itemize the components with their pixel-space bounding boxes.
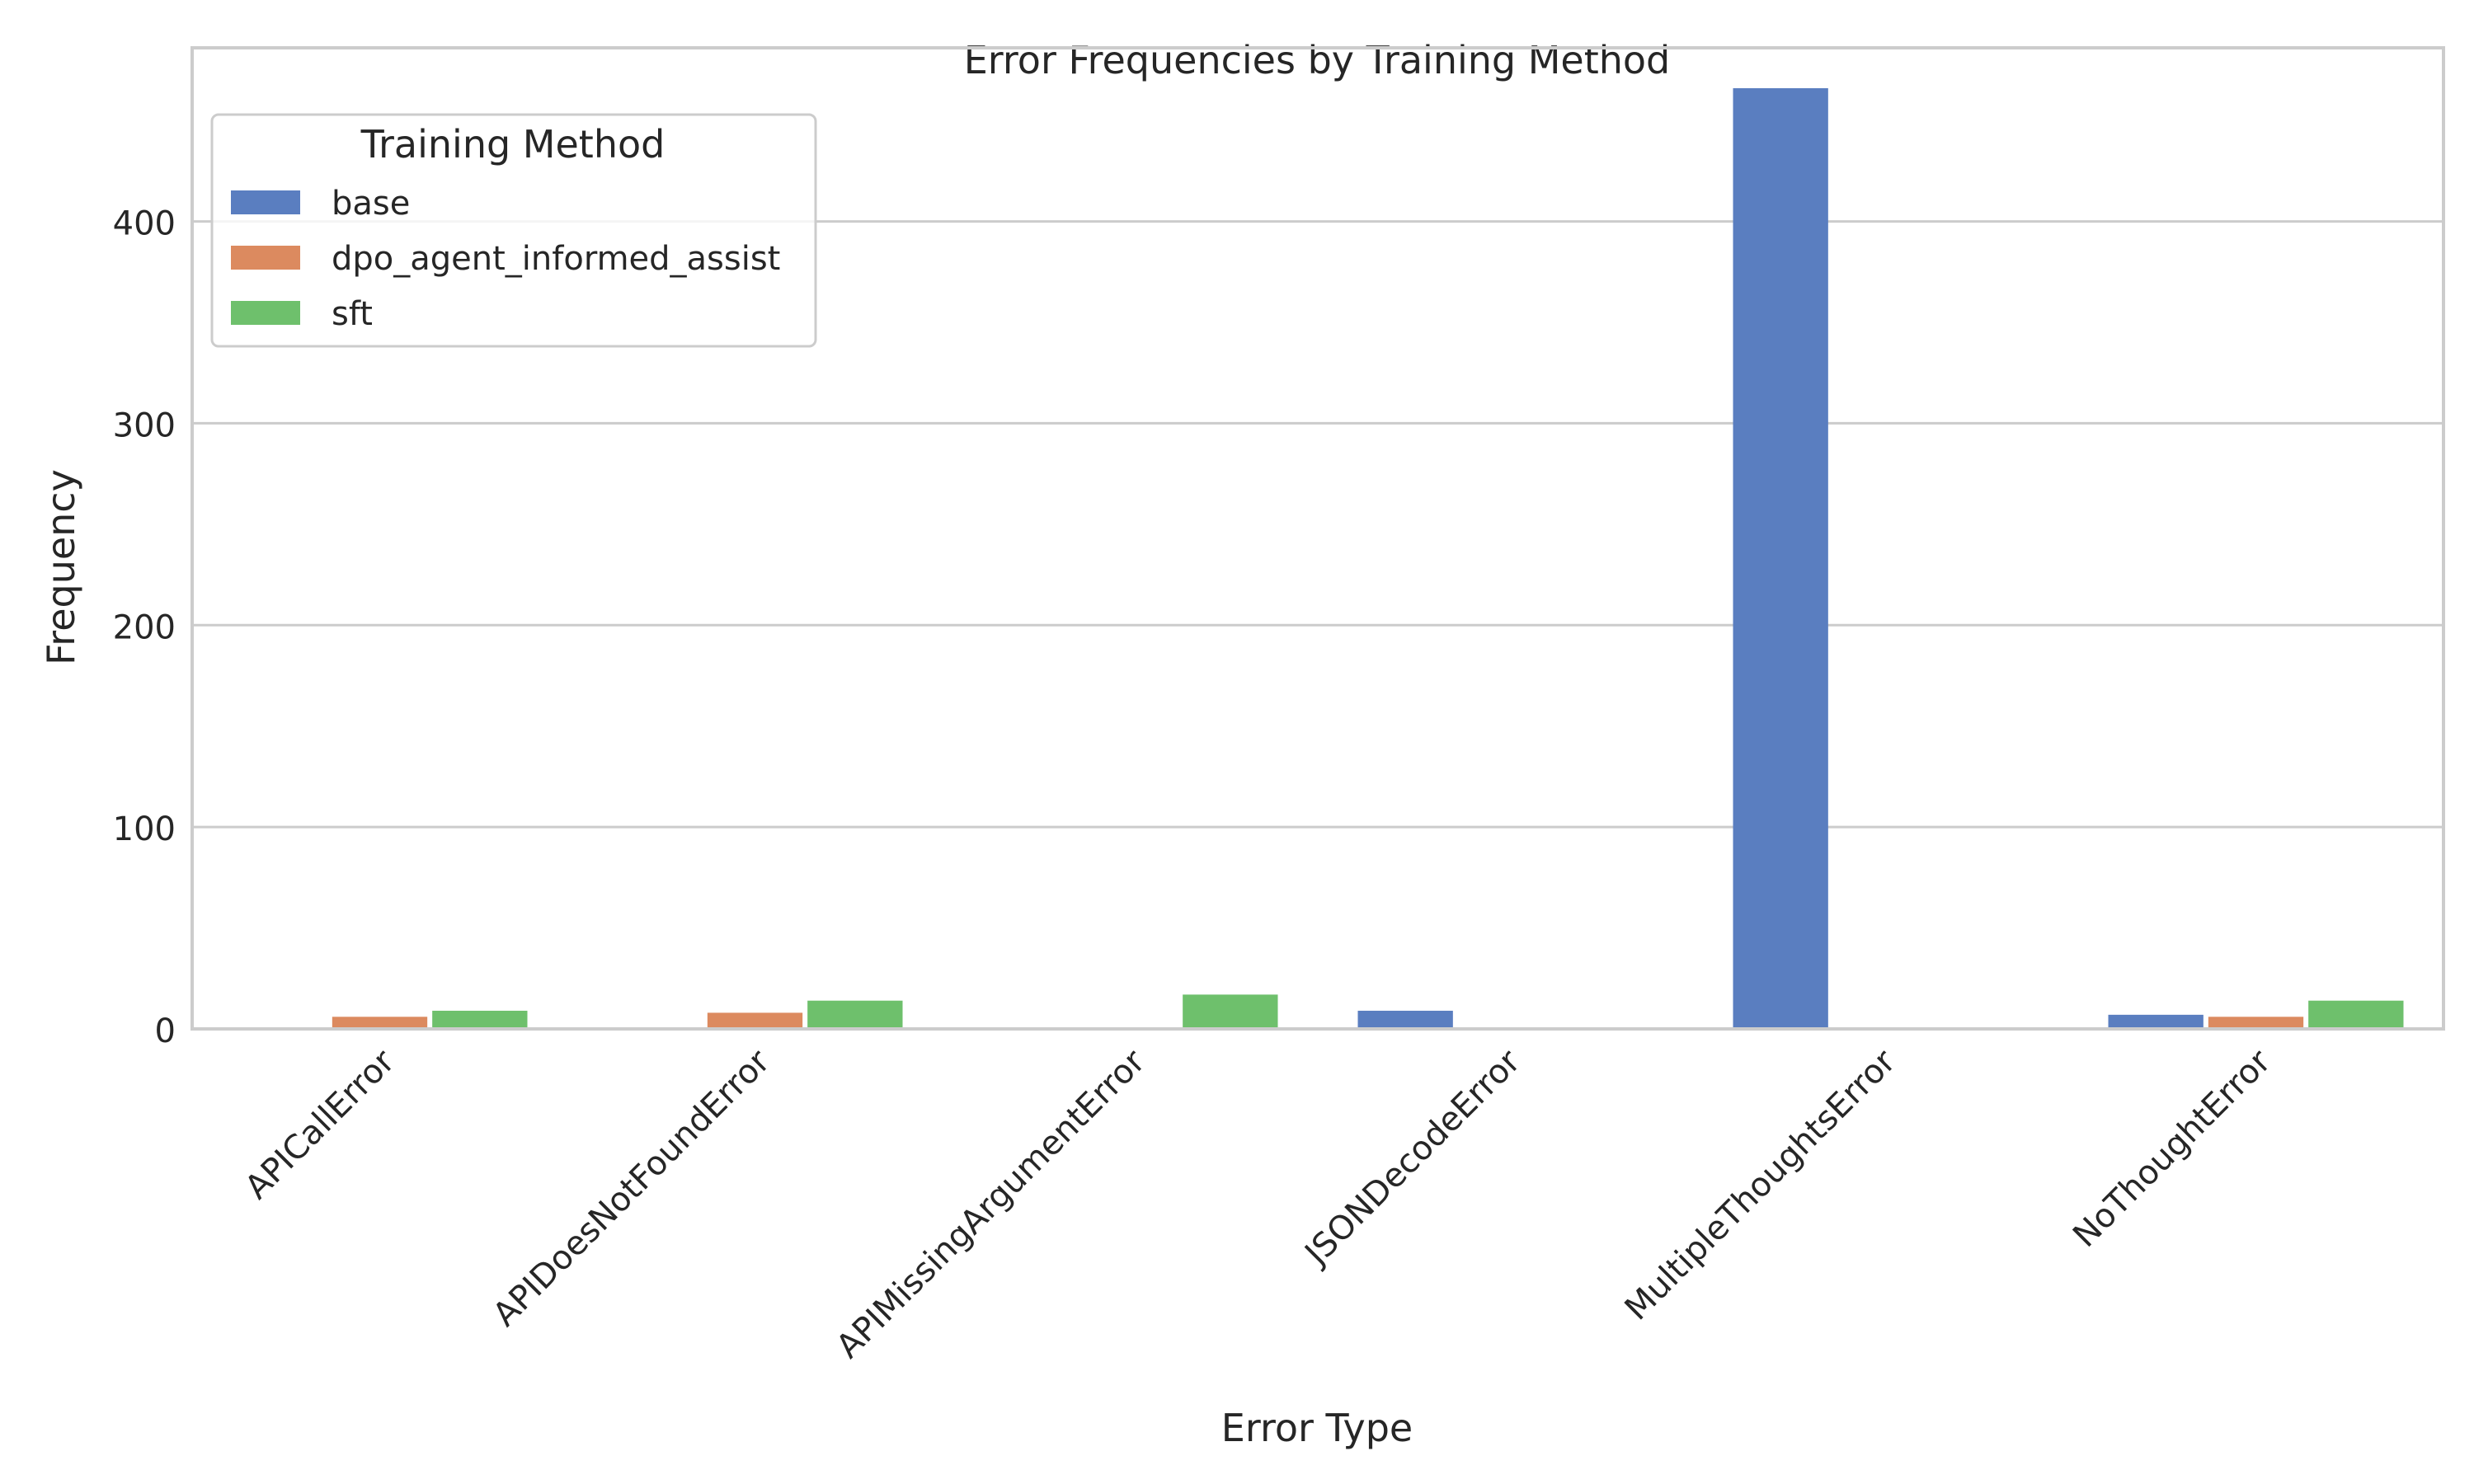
legend: Training Method base dpo_agent_informed_a…	[210, 113, 817, 348]
y-axis-ticks: 0 100 200 300 400	[113, 205, 176, 1050]
bar-sft-APIDoesNotFoundError	[807, 1000, 903, 1029]
y-tick-label: 0	[155, 1012, 176, 1050]
legend-title: Training Method	[360, 122, 666, 167]
bar-dpo_agent_informed_assist-NoThoughtError	[2208, 1017, 2304, 1029]
bar-base-MultipleThoughtsError	[1733, 87, 1828, 1029]
legend-label-base: base	[332, 185, 410, 223]
legend-label-sft: sft	[332, 295, 373, 333]
y-tick-label: 200	[113, 608, 176, 646]
legend-swatch-base	[231, 190, 300, 214]
x-tick-label: JSONDecodeError	[1296, 1042, 1528, 1274]
legend-label-dpo_agent_informed_assist: dpo_agent_informed_assist	[332, 240, 780, 278]
bar-base-NoThoughtError	[2108, 1014, 2204, 1029]
x-tick-label: MultipleThoughtsError	[1618, 1042, 1903, 1327]
y-tick-label: 100	[113, 810, 176, 848]
bar-dpo_agent_informed_assist-APIDoesNotFoundError	[707, 1012, 803, 1029]
bar-sft-APICallError	[432, 1010, 528, 1029]
legend-box	[210, 113, 817, 348]
x-axis-label: Error Type	[1221, 1406, 1413, 1450]
legend-swatch-dpo_agent_informed_assist	[231, 246, 300, 270]
x-tick-label: APICallError	[238, 1042, 402, 1206]
x-axis-ticks: APICallError APIDoesNotFoundError APIMissi…	[238, 1042, 2279, 1365]
chart-title: Error Frequencies by Training Method	[964, 38, 1671, 82]
x-tick-label: APIDoesNotFoundError	[486, 1042, 778, 1334]
y-axis-label: Frequency	[39, 469, 83, 665]
plot-frame	[190, 46, 2445, 1031]
bar-base-JSONDecodeError	[1357, 1010, 1453, 1029]
y-tick-label: 400	[113, 205, 176, 243]
bars	[332, 87, 2404, 1029]
legend-swatch-sft	[231, 301, 300, 325]
bar-sft-NoThoughtError	[2308, 1000, 2404, 1029]
bar-dpo_agent_informed_assist-APICallError	[332, 1017, 428, 1029]
bar-sft-APIMissingArgumentError	[1183, 994, 1278, 1029]
y-tick-label: 300	[113, 406, 176, 444]
x-tick-label: NoThoughtError	[2066, 1042, 2279, 1255]
x-tick-label: APIMissingArgumentError	[830, 1042, 1153, 1365]
